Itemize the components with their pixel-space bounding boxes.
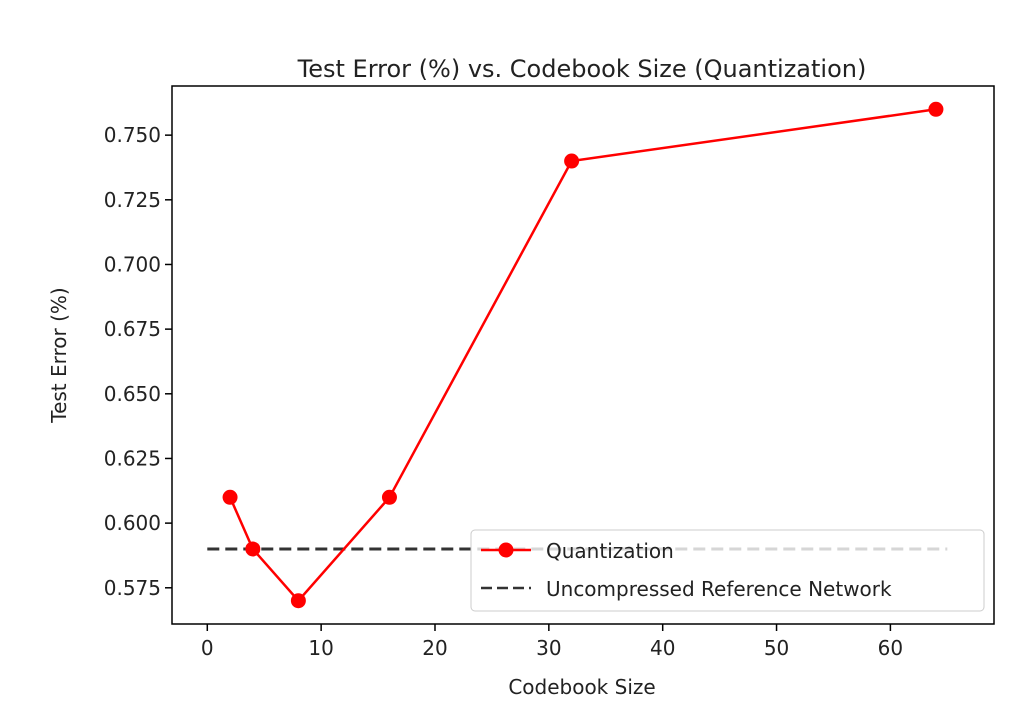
legend: Quantization Uncompressed Reference Netw… xyxy=(470,529,985,612)
x-axis-ticks: 0 10 20 30 40 50 60 xyxy=(201,624,903,660)
y-tick-label: 0.700 xyxy=(104,252,161,276)
x-tick-label: 10 xyxy=(308,636,333,660)
y-tick-label: 0.650 xyxy=(104,382,161,406)
x-tick-label: 60 xyxy=(878,636,903,660)
legend-label-reference: Uncompressed Reference Network xyxy=(546,577,892,601)
y-axis-label: Test Error (%) xyxy=(47,287,71,423)
quantization-line xyxy=(228,108,937,603)
x-tick-label: 0 xyxy=(201,636,214,660)
quantization-point xyxy=(928,101,944,117)
y-tick-label: 0.575 xyxy=(104,576,161,600)
y-tick-label: 0.625 xyxy=(104,446,161,470)
quantization-point xyxy=(290,593,306,609)
x-tick-label: 40 xyxy=(650,636,675,660)
y-tick-label: 0.675 xyxy=(104,317,161,341)
quantization-point xyxy=(222,489,238,505)
legend-box xyxy=(470,529,985,612)
quantization-point xyxy=(381,489,397,505)
plot-frame xyxy=(171,85,995,625)
quantization-point xyxy=(564,153,580,169)
legend-marker-quantization xyxy=(498,542,514,558)
chart-title: Test Error (%) vs. Codebook Size (Quanti… xyxy=(297,55,867,83)
y-axis-ticks: 0.575 0.600 0.625 0.650 0.675 0.700 0.725 0.750 xyxy=(104,123,172,600)
y-tick-label: 0.600 xyxy=(104,511,161,535)
x-axis-label: Codebook Size xyxy=(508,675,655,699)
x-tick-label: 30 xyxy=(536,636,561,660)
legend-label-quantization: Quantization xyxy=(546,539,674,563)
quantization-point xyxy=(245,541,261,557)
y-tick-label: 0.750 xyxy=(104,123,161,147)
y-tick-label: 0.725 xyxy=(104,188,161,212)
x-tick-label: 20 xyxy=(422,636,447,660)
x-tick-label: 50 xyxy=(764,636,789,660)
